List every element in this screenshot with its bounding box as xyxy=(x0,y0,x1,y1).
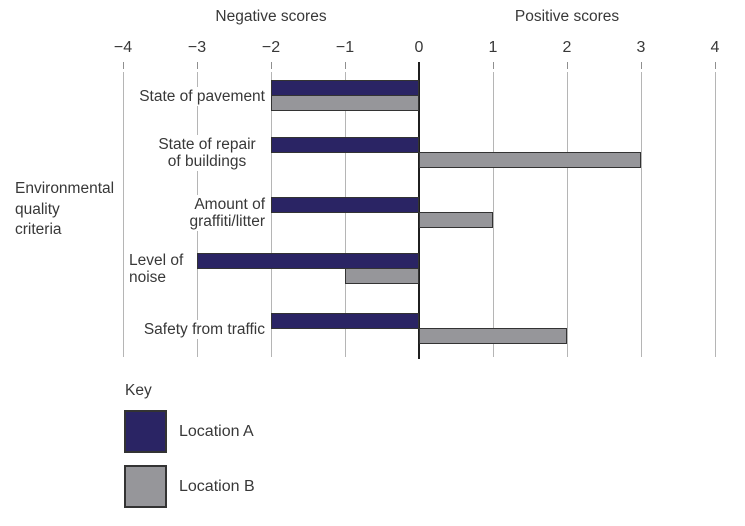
category-label: Level of noise xyxy=(127,251,186,287)
legend-entry: Location B xyxy=(124,465,384,508)
gridline xyxy=(270,72,272,357)
bar-location-a xyxy=(271,197,419,213)
x-tick-mark xyxy=(714,62,716,69)
category-label: Amount of graffiti/litter xyxy=(187,195,267,231)
legend-swatch xyxy=(124,410,167,453)
x-tick-mark xyxy=(122,62,124,69)
gridline xyxy=(492,72,494,357)
x-tick-label: 0 xyxy=(414,39,424,56)
category-label: State of pavement xyxy=(137,78,267,114)
y-axis-label: Environmental quality criteria xyxy=(15,180,115,238)
bar-location-b xyxy=(419,152,641,168)
positive-scores-header: Positive scores xyxy=(514,8,620,25)
category-label: Safety from traffic xyxy=(141,311,267,347)
x-tick-label: 4 xyxy=(710,39,720,56)
bar-location-b xyxy=(419,328,567,344)
x-tick-mark xyxy=(196,62,198,69)
bar-location-a xyxy=(197,253,419,269)
category-label-text: State of pavement xyxy=(137,86,267,106)
category-label: State of repair of buildings xyxy=(132,135,282,171)
x-tick-label: 1 xyxy=(488,39,498,56)
x-tick-label: −4 xyxy=(113,39,133,56)
x-tick-label: −2 xyxy=(261,39,281,56)
x-tick-label: −1 xyxy=(335,39,355,56)
gridline xyxy=(122,72,124,357)
category-label-text: Level of noise xyxy=(127,251,186,287)
bar-location-b xyxy=(271,95,419,111)
x-tick-label: 3 xyxy=(636,39,646,56)
legend-entries: Location A Location B xyxy=(124,410,384,508)
x-tick-mark xyxy=(492,62,494,69)
x-tick-mark xyxy=(344,62,346,69)
gridline xyxy=(344,72,346,357)
x-tick-mark xyxy=(566,62,568,69)
gridline xyxy=(566,72,568,357)
x-tick-mark xyxy=(640,62,642,69)
zero-axis-line xyxy=(418,62,420,359)
x-tick-label: 2 xyxy=(562,39,572,56)
legend-label: Location A xyxy=(179,422,254,440)
negative-scores-header: Negative scores xyxy=(215,8,327,25)
x-tick-mark xyxy=(270,62,272,69)
legend-swatch xyxy=(124,465,167,508)
bar-location-b xyxy=(419,212,493,228)
category-label-text: Amount of graffiti/litter xyxy=(187,195,267,231)
gridline xyxy=(714,72,716,357)
bar-location-a xyxy=(271,313,419,329)
legend-label: Location B xyxy=(179,477,255,495)
bar-location-b xyxy=(345,268,419,284)
legend: Key Location A Location B xyxy=(124,382,384,520)
category-label-text: State of repair of buildings xyxy=(156,135,258,171)
category-label-text: Safety from traffic xyxy=(141,319,267,339)
x-tick-label: −3 xyxy=(187,39,207,56)
legend-title: Key xyxy=(125,382,152,399)
legend-entry: Location A xyxy=(124,410,384,453)
bar-location-a xyxy=(271,80,419,96)
bar-location-a xyxy=(271,137,419,153)
gridline xyxy=(640,72,642,357)
